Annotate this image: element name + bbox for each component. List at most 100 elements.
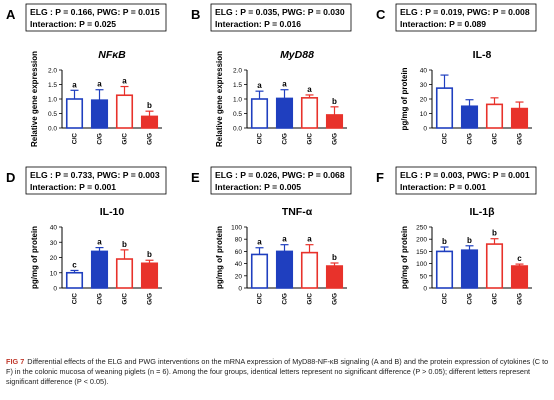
chart-title: MyD88 [280, 49, 314, 61]
y-tick-label: 10 [420, 111, 428, 118]
stats-interaction: Interaction: P = 0.001 [400, 182, 486, 192]
x-tick-label: G/C [307, 293, 314, 305]
y-tick-label: 20 [420, 97, 428, 104]
bar-c-c [65, 98, 84, 129]
y-tick-label: 0.0 [233, 126, 242, 133]
x-tick-label: G/C [307, 133, 314, 145]
stats-main-effects: ELG : P = 0.733, PWG: P = 0.003 [30, 170, 160, 180]
x-tick-label: G/C [492, 133, 499, 145]
significance-letter: a [257, 238, 262, 247]
y-tick-label: 60 [235, 249, 243, 256]
stats-interaction: Interaction: P = 0.016 [215, 19, 301, 29]
panel-letter-f: F [376, 170, 384, 185]
significance-letter: b [492, 229, 497, 238]
bar-c-g [460, 105, 479, 129]
panel-letter-c: C [376, 7, 386, 22]
stats-interaction: Interaction: P = 0.089 [400, 19, 486, 29]
significance-letter: b [467, 236, 472, 245]
y-axis-label: pg/mg of protein [215, 226, 224, 289]
bar-c-c [250, 253, 269, 289]
y-axis-label: Relative gene expression [215, 51, 224, 147]
y-tick-label: 30 [420, 82, 428, 89]
y-tick-label: 100 [231, 225, 242, 232]
bar-g-g [325, 114, 344, 129]
y-tick-label: 2.0 [233, 68, 242, 75]
chart-title: IL-8 [473, 49, 492, 61]
x-tick-label: G/G [332, 293, 339, 305]
x-tick-label: C/G [97, 133, 104, 145]
bar-g-c [115, 258, 134, 289]
y-tick-label: 0 [53, 286, 57, 293]
significance-letter: a [307, 235, 312, 244]
y-axis-label: pg/mg of protein [400, 226, 409, 289]
y-tick-label: 150 [416, 249, 427, 256]
bar-c-c [250, 98, 269, 129]
significance-letter: c [72, 260, 77, 269]
y-tick-label: 20 [50, 255, 58, 262]
panel-letter-b: B [191, 7, 200, 22]
significance-letter: c [517, 254, 522, 263]
x-tick-label: G/C [122, 133, 129, 145]
panel-b: B ELG : P = 0.035, PWG: P = 0.030 Interact… [191, 3, 352, 147]
significance-letter: a [97, 238, 102, 247]
x-tick-label: C/G [282, 293, 289, 305]
panel-c: C ELG : P = 0.019, PWG: P = 0.008 Interact… [376, 3, 537, 145]
x-tick-label: C/G [282, 133, 289, 145]
y-tick-label: 40 [235, 261, 243, 268]
y-axis-label: Relative gene expression [30, 51, 39, 147]
significance-letter: b [332, 97, 337, 106]
stats-main-effects: ELG : P = 0.003, PWG: P = 0.001 [400, 170, 530, 180]
x-tick-label: G/G [517, 133, 524, 145]
x-tick-label: G/G [332, 133, 339, 145]
bar-c-g [275, 250, 294, 289]
panel-letter-a: A [6, 7, 16, 22]
x-tick-label: G/G [147, 293, 154, 305]
y-tick-label: 1.0 [233, 97, 242, 104]
figure: A ELG : P = 0.166, PWG: P = 0.015 Interact… [6, 3, 537, 305]
x-tick-label: C/C [72, 293, 79, 305]
y-tick-label: 0 [423, 126, 427, 133]
y-tick-label: 1.5 [48, 82, 57, 89]
bar-c-g [90, 99, 109, 129]
significance-letter: a [307, 85, 312, 94]
panel-letter-e: E [191, 170, 200, 185]
bar-g-c [300, 97, 319, 129]
x-tick-label: C/C [442, 133, 449, 145]
stats-box [25, 166, 167, 195]
panel-f: F ELG : P = 0.003, PWG: P = 0.001 Interact… [376, 166, 537, 305]
x-tick-label: G/C [492, 293, 499, 305]
stats-box [395, 166, 537, 195]
y-tick-label: 30 [50, 240, 58, 247]
stats-main-effects: ELG : P = 0.019, PWG: P = 0.008 [400, 7, 530, 17]
y-tick-label: 0.5 [48, 111, 57, 118]
y-tick-label: 1.0 [48, 97, 57, 104]
bar-g-c [115, 94, 134, 129]
x-tick-label: C/C [442, 293, 449, 305]
stats-main-effects: ELG : P = 0.026, PWG: P = 0.068 [215, 170, 345, 180]
chart-title: NFκB [98, 49, 126, 61]
x-tick-label: C/G [97, 293, 104, 305]
chart-title: TNF-α [282, 206, 313, 218]
significance-letter: a [257, 81, 262, 90]
bar-c-g [90, 250, 109, 289]
x-tick-label: C/G [467, 133, 474, 145]
significance-letter: b [442, 237, 447, 246]
significance-letter: b [332, 253, 337, 262]
x-tick-label: C/C [72, 133, 79, 145]
bar-g-g [140, 262, 159, 289]
bar-c-c [435, 87, 454, 129]
significance-letter: b [147, 101, 152, 110]
significance-letter: b [147, 250, 152, 259]
stats-interaction: Interaction: P = 0.005 [215, 182, 301, 192]
bar-g-g [325, 265, 344, 289]
bar-c-c [65, 271, 84, 289]
x-tick-label: C/C [257, 293, 264, 305]
significance-letter: b [122, 240, 127, 249]
stats-box [395, 3, 537, 32]
bar-g-c [485, 103, 504, 129]
stats-main-effects: ELG : P = 0.035, PWG: P = 0.030 [215, 7, 345, 17]
y-tick-label: 80 [235, 237, 243, 244]
stats-interaction: Interaction: P = 0.025 [30, 19, 116, 29]
y-tick-label: 200 [416, 237, 427, 244]
bar-g-g [510, 265, 529, 289]
